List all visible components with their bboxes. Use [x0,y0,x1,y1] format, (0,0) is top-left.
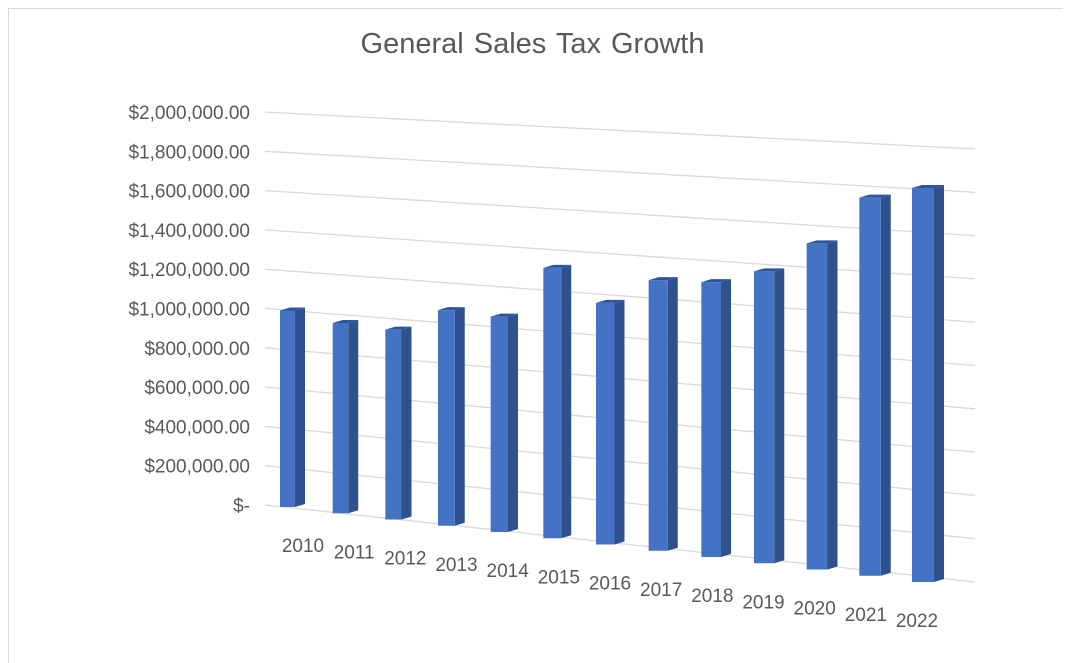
gridline [264,504,976,583]
x-tick-label: 2015 [538,567,580,588]
gridline [264,268,976,323]
bar [332,320,359,514]
y-tick-label: $1,600,000.00 [128,182,250,203]
y-tick-label: $1,000,000.00 [128,300,250,321]
y-tick-label: $1,800,000.00 [128,142,250,163]
bar [859,194,891,576]
y-tick-label: $1,400,000.00 [128,221,250,242]
x-tick-label: 2017 [640,580,682,601]
bar [648,277,678,551]
y-axis-ticks: $- $200,000.00 $400,000.00 $600,000.00 $800,… [128,103,250,517]
gridline [264,111,976,150]
x-axis-ticks: 2010 2011 2012 2013 2014 2015 2016 2017 2018 2019… [282,536,938,632]
bars [280,184,944,582]
bar [754,268,785,564]
y-tick-label: $600,000.00 [144,378,250,399]
x-tick-label: 2010 [282,536,324,557]
bar [490,313,518,532]
bar [912,184,944,582]
y-tick-label: $1,200,000.00 [128,260,250,281]
chart-title: General Sales Tax Growth [360,28,705,60]
x-tick-label: 2013 [435,555,477,576]
chart-frame [8,8,1063,663]
x-tick-label: 2012 [384,549,426,570]
x-tick-label: 2022 [896,611,938,632]
gridline [264,150,976,193]
gridline [264,189,976,237]
y-tick-label: $2,000,000.00 [128,103,250,124]
bar [385,326,412,520]
bar [806,240,838,570]
gridline [264,229,976,280]
y-tick-label: $800,000.00 [144,339,250,360]
bar [543,264,572,539]
bar [701,279,731,557]
bar [596,299,625,545]
x-tick-label: 2019 [742,592,784,613]
y-tick-label: $- [233,496,250,517]
x-tick-label: 2014 [487,561,530,582]
x-tick-label: 2021 [845,605,887,626]
bar [280,307,305,507]
y-tick-label: $400,000.00 [144,417,250,438]
x-tick-label: 2020 [794,599,836,620]
y-tick-label: $200,000.00 [144,457,250,478]
x-tick-label: 2018 [691,586,733,607]
x-tick-label: 2011 [334,542,375,563]
bar [438,307,465,526]
x-tick-label: 2016 [589,574,631,595]
